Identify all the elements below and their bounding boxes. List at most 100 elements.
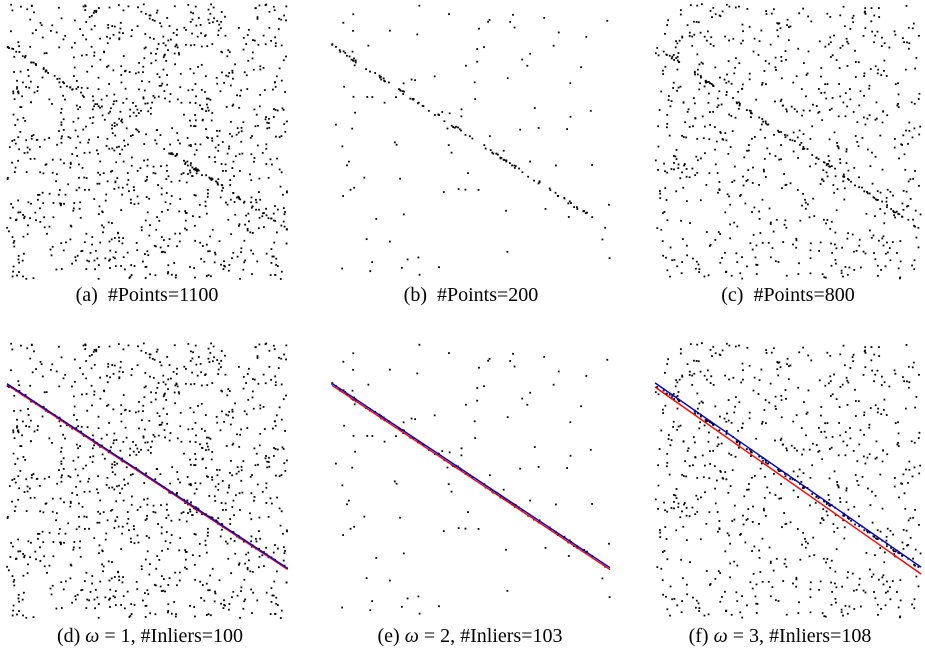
outlier-point-600 — [149, 563, 151, 565]
outlier-point-584 — [279, 278, 282, 280]
outlier-point-632 — [881, 237, 884, 240]
outlier-point-183 — [217, 368, 220, 371]
outlier-point-79 — [341, 606, 344, 609]
outlier-point-134 — [738, 62, 741, 65]
outlier-point-387 — [776, 29, 779, 32]
outlier-point-422 — [694, 174, 697, 177]
outlier-point-854 — [140, 226, 143, 229]
outlier-point-586 — [862, 455, 865, 458]
inlier-point-184 — [504, 159, 507, 162]
outlier-point-581 — [824, 384, 827, 387]
outlier-point-390 — [175, 34, 178, 36]
outlier-point-483 — [104, 199, 107, 202]
outlier-point-960 — [75, 104, 78, 107]
outlier-point-53 — [152, 433, 155, 436]
outlier-point-219 — [147, 254, 150, 257]
outlier-point-228 — [721, 257, 723, 259]
outlier-point-418 — [167, 39, 170, 42]
outlier-point-302 — [820, 414, 822, 417]
outlier-point-68 — [110, 238, 113, 241]
outlier-point-134 — [137, 6, 139, 9]
outlier-point-262 — [84, 348, 87, 350]
outlier-point-521 — [785, 522, 788, 525]
outlier-point-454 — [864, 252, 867, 255]
inlier-point-1098 — [107, 112, 110, 115]
outlier-point-755 — [220, 163, 223, 165]
outlier-point-235 — [677, 502, 680, 505]
outlier-point-49 — [261, 554, 264, 557]
outlier-point-326 — [237, 470, 240, 473]
inlier-point-183 — [495, 152, 498, 155]
inlier-point-1090 — [99, 106, 101, 109]
outlier-point-267 — [715, 479, 718, 482]
inlier-point-1051 — [135, 128, 138, 131]
outlier-point-368 — [828, 109, 831, 111]
outlier-point-178 — [88, 260, 91, 263]
outlier-point-393 — [716, 511, 719, 513]
outlier-point-994 — [119, 21, 122, 24]
outlier-point-566 — [60, 17, 63, 20]
outlier-point-650 — [194, 464, 197, 467]
outlier-point-72 — [464, 188, 467, 191]
outlier-point-271 — [75, 418, 78, 421]
outlier-point-197 — [912, 516, 915, 519]
outlier-point-616 — [51, 584, 54, 587]
outlier-point-17 — [367, 44, 370, 47]
outlier-point-617 — [217, 144, 220, 146]
outlier-point-612 — [894, 216, 897, 219]
outlier-point-159 — [870, 7, 873, 9]
outlier-point-441 — [728, 534, 731, 537]
outlier-point-103 — [844, 454, 847, 457]
outlier-point-226 — [825, 436, 828, 439]
outlier-point-113 — [250, 179, 253, 182]
outlier-point-373 — [251, 135, 253, 137]
outlier-point-766 — [253, 496, 256, 498]
outlier-point-636 — [130, 613, 133, 615]
outlier-point-299 — [152, 165, 155, 168]
inlier-point-104 — [350, 58, 353, 61]
outlier-point-85 — [84, 344, 87, 347]
outlier-point-211 — [246, 566, 249, 569]
outlier-point-967 — [109, 267, 111, 269]
outlier-point-385 — [879, 191, 882, 194]
outlier-point-656 — [117, 232, 120, 235]
outlier-point-464 — [822, 508, 825, 510]
outlier-point-15 — [231, 416, 234, 419]
outlier-point-416 — [113, 461, 116, 463]
outlier-point-459 — [147, 110, 150, 113]
outlier-point-21 — [460, 108, 463, 111]
inlier-point-722 — [850, 180, 852, 183]
outlier-point-251 — [825, 561, 827, 564]
inlier-point-1009 — [183, 159, 185, 162]
outlier-point-475 — [85, 360, 88, 362]
outlier-point-293 — [88, 355, 91, 357]
inlier-point-156 — [374, 72, 377, 74]
outlier-point-170 — [913, 598, 916, 601]
outlier-point-264 — [164, 436, 166, 439]
outlier-point-976 — [14, 166, 17, 169]
outlier-point-12 — [529, 160, 531, 163]
outlier-point-290 — [660, 567, 663, 570]
outlier-point-342 — [693, 20, 695, 23]
outlier-point-1 — [694, 267, 697, 270]
outlier-point-874 — [14, 481, 17, 484]
outlier-point-709 — [229, 84, 232, 87]
outlier-point-201 — [233, 175, 235, 178]
outlier-point-795 — [274, 45, 277, 48]
outlier-point-160 — [200, 45, 203, 48]
outlier-point-792 — [90, 367, 93, 370]
outlier-point-287 — [843, 198, 846, 201]
outlier-point-363 — [77, 135, 79, 138]
inlier-point-1004 — [45, 69, 48, 72]
outlier-point-81 — [774, 395, 777, 398]
outlier-point-511 — [709, 583, 711, 586]
outlier-point-120 — [134, 411, 137, 414]
inlier-point-780 — [826, 163, 828, 165]
outlier-point-735 — [154, 59, 157, 62]
outlier-point-33 — [608, 257, 611, 260]
outlier-point-285 — [698, 88, 701, 91]
outlier-point-651 — [275, 414, 278, 417]
outlier-point-408 — [156, 555, 159, 557]
outlier-point-290 — [247, 212, 250, 215]
outlier-point-712 — [280, 510, 283, 513]
